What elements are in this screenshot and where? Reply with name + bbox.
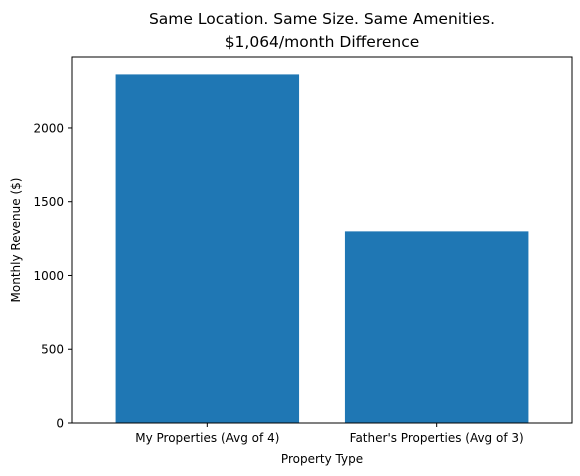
plot-area: 0 500 1000 1500 2000 My Properties (Avg of 4)… [33, 74, 529, 445]
y-tick-label: 2000 [33, 121, 64, 135]
x-tick-label: My Properties (Avg of 4) [135, 431, 279, 445]
y-tick-label: 500 [41, 343, 64, 357]
y-tick-label: 1500 [33, 195, 64, 209]
x-axis-label: Property Type [281, 452, 363, 466]
x-tick-label: Father's Properties (Avg of 3) [350, 431, 524, 445]
chart-title: Same Location. Same Size. Same Amenities… [149, 10, 495, 28]
y-axis-label: Monthly Revenue ($) [9, 178, 23, 303]
axes-frame [71, 56, 573, 424]
chart-subtitle: $1,064/month Difference [225, 33, 420, 51]
bar [115, 74, 300, 423]
bar [344, 231, 529, 423]
y-tick-label: 1000 [33, 269, 64, 283]
y-tick-label: 0 [56, 417, 64, 431]
